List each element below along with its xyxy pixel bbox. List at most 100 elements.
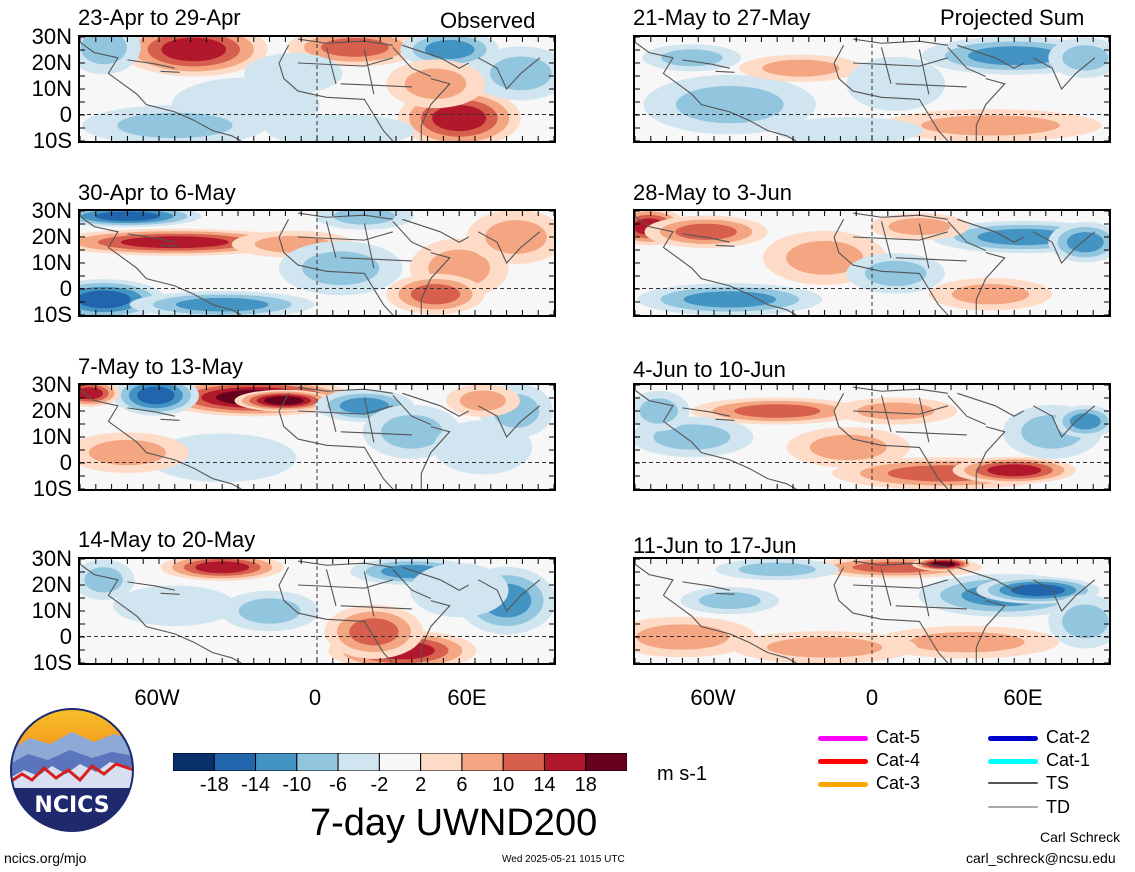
author-email[interactable]: carl_schreck@ncsu.edu (966, 850, 1116, 866)
coastline (682, 233, 730, 243)
anomaly-contour (675, 86, 784, 124)
coastline (975, 600, 1006, 663)
coastline (420, 600, 451, 663)
map-panel-proj-4 (633, 557, 1111, 665)
anomaly-region (952, 456, 1076, 484)
units-label: m s-1 (657, 763, 707, 785)
anomaly-map (80, 385, 554, 489)
coastline (895, 605, 967, 610)
colorbar-swatch (420, 753, 463, 771)
coastline (160, 244, 180, 247)
colorbar-tick-label: -2 (370, 774, 389, 796)
anomaly-contour (951, 284, 1030, 305)
coastline (918, 571, 930, 617)
coastline (975, 252, 1006, 315)
coastline (80, 215, 242, 315)
coastline (957, 218, 1024, 243)
legend-label: Cat-3 (876, 773, 921, 793)
anomaly-map (635, 37, 1109, 141)
map-panel-proj-1 (633, 35, 1111, 143)
coastline (325, 395, 337, 432)
coastline (392, 569, 431, 600)
coastline (833, 45, 949, 141)
anomaly-region (244, 53, 343, 94)
coastline (80, 389, 242, 489)
coastline (298, 579, 393, 589)
anomaly-region (1048, 594, 1109, 649)
anomaly-contour (774, 117, 923, 141)
coastline (297, 386, 393, 394)
lon-label: 0 (865, 685, 879, 710)
anomaly-region (466, 211, 554, 265)
anomaly-contour (675, 223, 737, 240)
coastline (853, 231, 948, 241)
anomaly-map (635, 211, 1109, 315)
anomaly-contour (864, 260, 927, 287)
anomaly-contour (1066, 232, 1104, 253)
colorbar-tick-label: 10 (492, 774, 515, 796)
colorbar-swatch (502, 753, 545, 771)
legend-label: TD (1046, 797, 1070, 817)
anomaly-contour (339, 397, 390, 414)
map-panel-proj-3 (633, 383, 1111, 491)
coastline (833, 219, 949, 315)
anomaly-map (635, 559, 1109, 663)
anomaly-region (113, 585, 237, 627)
legend-line-cat-5 (818, 736, 868, 741)
panel-title: 14-May to 20-May (78, 527, 256, 552)
anomaly-region (80, 559, 135, 601)
coastline (715, 70, 735, 73)
coastline (363, 397, 375, 443)
lat-label: 20N (31, 50, 72, 75)
lat-label: 0 (59, 102, 72, 127)
anomaly-contour (636, 624, 729, 650)
coastline (477, 231, 541, 264)
site-url[interactable]: ncics.org/mjo (4, 850, 87, 866)
anomaly-map (80, 559, 554, 663)
anomaly-region (644, 215, 768, 249)
coastline (715, 592, 735, 595)
anomaly-contour (661, 49, 723, 67)
legend-line-ts (988, 782, 1038, 784)
anomaly-contour (888, 218, 951, 236)
coastline (918, 49, 930, 95)
anomaly-contour (161, 37, 227, 62)
anomaly-region (160, 559, 284, 581)
panel-title: 28-May to 3-Jun (633, 180, 792, 205)
anomaly-region (846, 56, 945, 111)
anomaly-contour (88, 439, 166, 466)
anomaly-region (879, 109, 1102, 141)
coastline (957, 392, 1024, 417)
coastline (975, 78, 1006, 141)
lon-label: 0 (308, 685, 322, 710)
coastline (975, 426, 1006, 489)
coastline (833, 567, 949, 663)
anomaly-contour (349, 618, 399, 646)
colorbar-tick-label: 2 (415, 774, 427, 796)
anomaly-region (642, 44, 742, 72)
anomaly-region (680, 587, 780, 615)
colorbar-ticks: -18 -14 -10 -6 -2 2 6 10 14 18 (173, 774, 627, 798)
coastline (297, 38, 393, 46)
anomaly-region (635, 616, 757, 658)
anomaly-region (834, 397, 958, 425)
coastline (635, 41, 797, 141)
anomaly-contour (113, 585, 237, 627)
colorbar-swatches (173, 753, 627, 771)
anomaly-contour (84, 567, 123, 593)
ncics-logo[interactable]: NCICS (10, 708, 134, 832)
anomaly-region (80, 211, 202, 228)
coastline (420, 78, 451, 141)
coastline (160, 70, 180, 73)
legend-label: Cat-5 (876, 727, 921, 747)
map-panel-obs-2 (78, 209, 556, 317)
anomaly-contour (425, 40, 475, 59)
coastline (298, 405, 393, 415)
lat-label: 0 (59, 276, 72, 301)
coastline (127, 59, 175, 69)
coastline (80, 41, 242, 141)
observed-label: Observed (440, 8, 536, 33)
colorbar-swatch (585, 753, 627, 771)
anomaly-region (112, 385, 199, 416)
projected-label: Projected Sum (940, 5, 1085, 30)
